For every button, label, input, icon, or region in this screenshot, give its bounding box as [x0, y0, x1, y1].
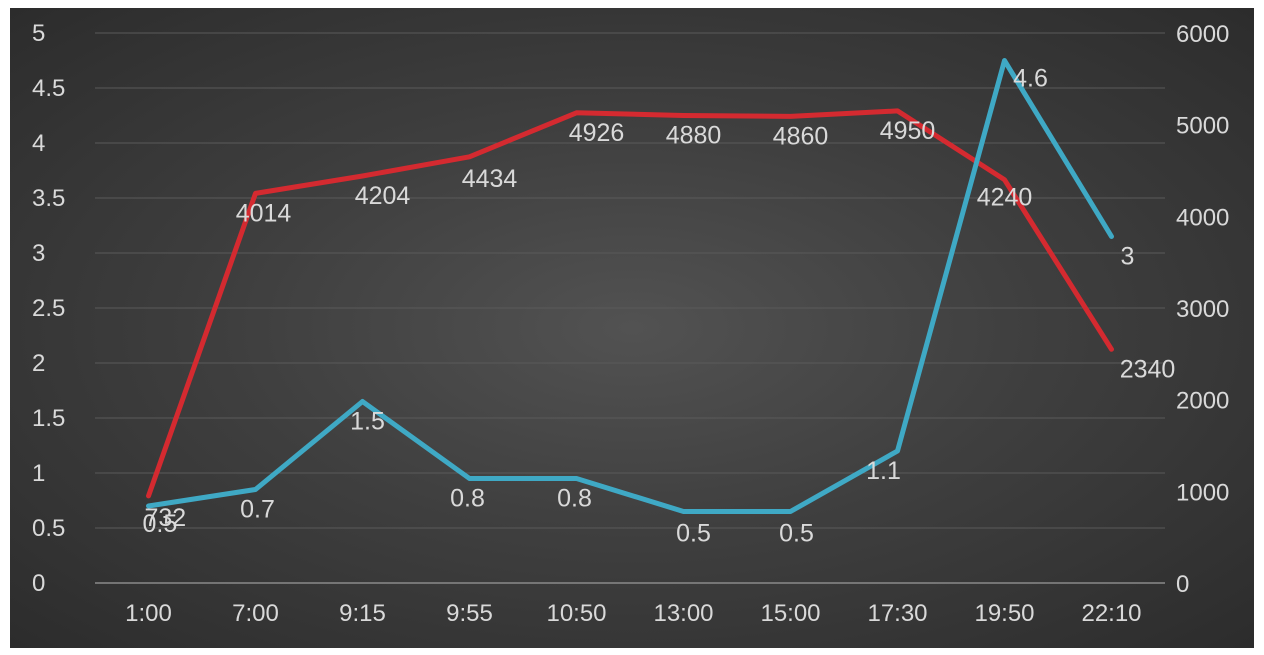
- y-left-tick-label: 0: [32, 570, 45, 597]
- data-label-series-2: 1.1: [866, 457, 901, 485]
- y-right-tick-label: 4000: [1176, 204, 1229, 231]
- y-left-tick-label: 2: [32, 350, 45, 377]
- data-label-series-2: 3: [1121, 243, 1135, 271]
- data-label-series-1: 4434: [462, 165, 518, 193]
- x-tick-label: 19:50: [974, 600, 1034, 627]
- y-right-tick-label: 6000: [1176, 21, 1229, 48]
- y-right-tick-label: 0: [1176, 571, 1189, 598]
- data-label-series-2: 0.8: [557, 485, 592, 513]
- data-label-series-1: 4880: [666, 122, 722, 150]
- data-label-series-2: 0.5: [676, 520, 711, 548]
- x-tick-label: 1:00: [125, 600, 172, 627]
- data-label-series-2: 0.8: [450, 485, 485, 513]
- data-label-series-1: 4950: [880, 117, 936, 145]
- x-tick-label: 9:15: [339, 600, 386, 627]
- y-left-tick-label: 1.5: [32, 405, 65, 432]
- y-right-tick-label: 5000: [1176, 113, 1229, 140]
- data-label-series-2: 0.7: [240, 496, 275, 524]
- y-left-tick-label: 0.5: [32, 515, 65, 542]
- y-left-tick-label: 2.5: [32, 295, 65, 322]
- y-left-tick-label: 4: [32, 130, 45, 157]
- x-tick-label: 15:00: [760, 600, 820, 627]
- x-tick-label: 13:00: [653, 600, 713, 627]
- data-label-series-2: 0.5: [779, 520, 814, 548]
- data-label-series-1: 732: [145, 504, 187, 532]
- y-left-tick-label: 3: [32, 240, 45, 267]
- y-right-tick-label: 3000: [1176, 296, 1229, 323]
- series-line-1: [146, 108, 1114, 499]
- y-left-tick-label: 4.5: [32, 75, 65, 102]
- series-line-2: [146, 58, 1114, 514]
- data-label-series-2: 4.6: [1013, 65, 1048, 93]
- x-tick-label: 7:00: [232, 600, 279, 627]
- x-tick-label: 22:10: [1081, 600, 1141, 627]
- data-label-series-1: 2340: [1120, 355, 1176, 383]
- y-left-tick-label: 3.5: [32, 185, 65, 212]
- x-tick-label: 17:30: [867, 600, 927, 627]
- data-label-series-1: 4860: [773, 122, 829, 150]
- y-left-tick-label: 5: [32, 20, 45, 47]
- y-left-tick-label: 1: [32, 460, 45, 487]
- y-right-tick-label: 2000: [1176, 388, 1229, 415]
- data-label-series-1: 4240: [977, 184, 1033, 212]
- x-tick-label: 9:55: [446, 600, 493, 627]
- data-label-series-2: 1.5: [350, 408, 385, 436]
- data-label-series-1: 4204: [355, 182, 411, 210]
- data-label-series-1: 4014: [236, 199, 292, 227]
- data-label-series-2: 0.5: [143, 510, 178, 538]
- data-label-series-1: 4926: [569, 119, 625, 147]
- y-right-tick-label: 1000: [1176, 479, 1229, 506]
- x-tick-label: 10:50: [546, 600, 606, 627]
